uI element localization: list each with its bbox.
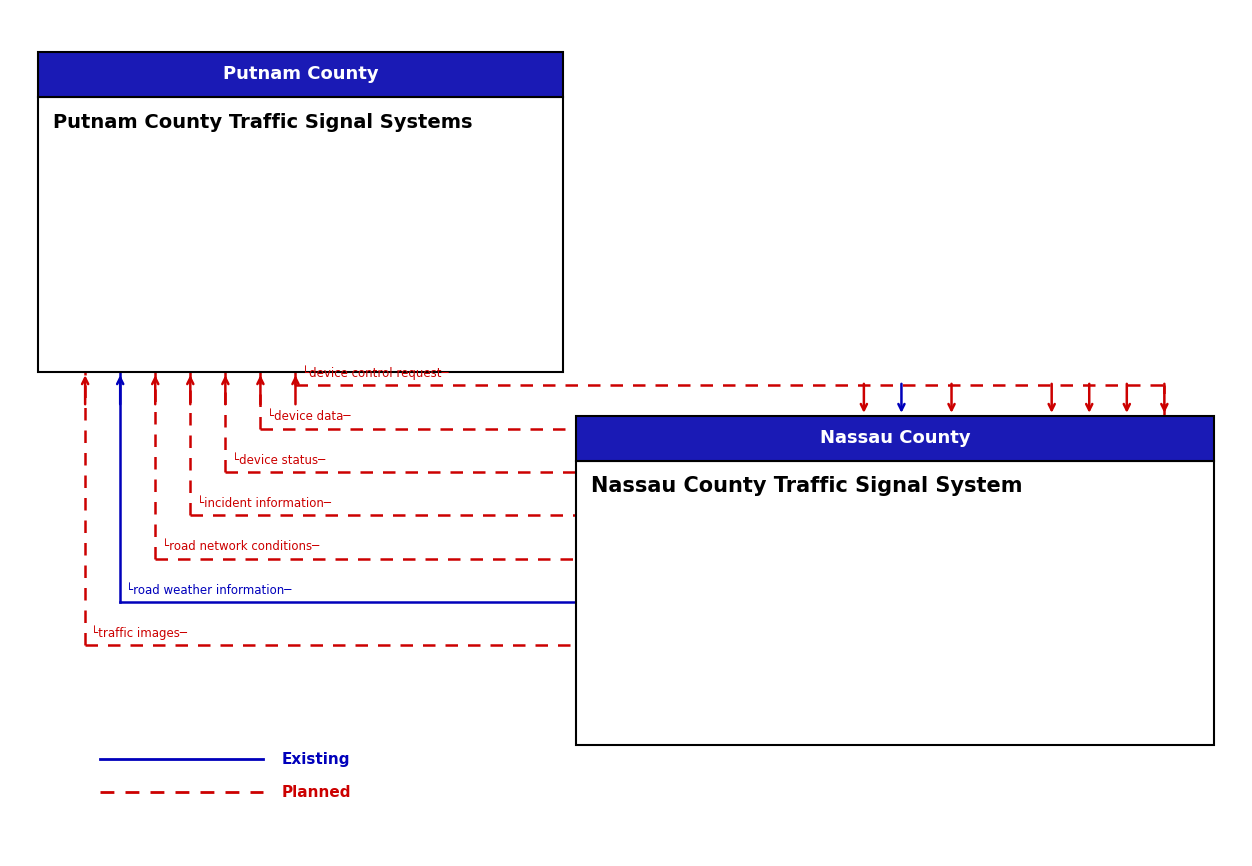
Bar (576, 416, 1214, 461)
Bar (38, 52, 563, 97)
Text: Putnam County Traffic Signal Systems: Putnam County Traffic Signal Systems (53, 113, 472, 132)
Text: └road network conditions─: └road network conditions─ (162, 540, 319, 553)
Text: └device control request─: └device control request─ (302, 365, 448, 380)
Text: Nassau County Traffic Signal System: Nassau County Traffic Signal System (591, 476, 1023, 496)
Text: └incident information─: └incident information─ (197, 497, 331, 510)
Text: Planned: Planned (282, 785, 352, 800)
Text: └traffic images─: └traffic images─ (91, 625, 188, 640)
Text: Nassau County: Nassau County (820, 430, 970, 447)
Bar (38, 97, 563, 372)
Text: └device data─: └device data─ (267, 410, 351, 423)
Bar (576, 461, 1214, 745)
Text: └road weather information─: └road weather information─ (126, 584, 292, 597)
Text: Existing: Existing (282, 752, 351, 767)
Text: └device status─: └device status─ (232, 454, 324, 467)
Text: Putnam County: Putnam County (223, 66, 378, 83)
